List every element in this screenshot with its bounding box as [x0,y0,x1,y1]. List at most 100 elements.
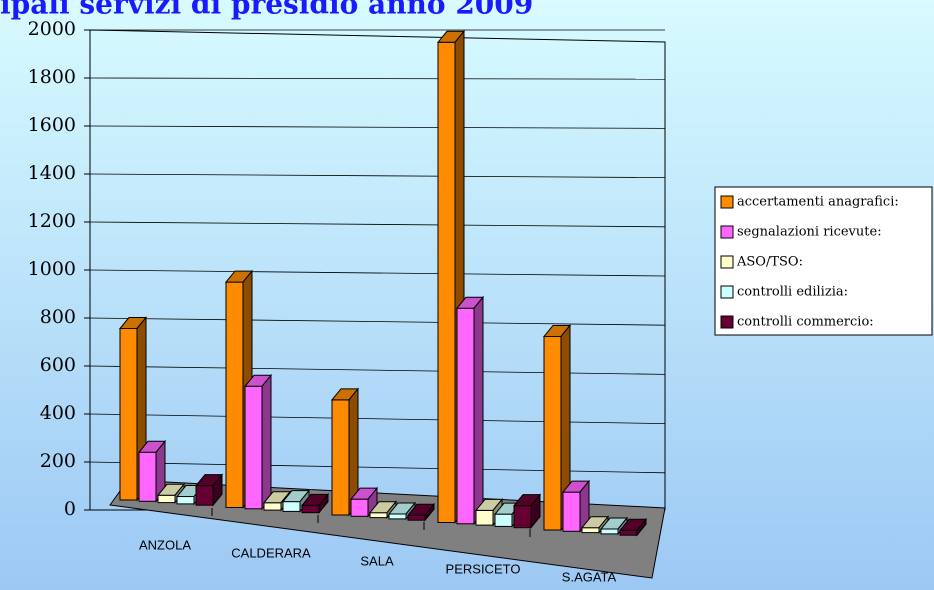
legend-label: controlli commercio: [737,315,874,330]
legend-label: controlli edilizia: [737,285,848,300]
bar [195,485,214,506]
bar-top-shade [302,494,328,506]
bar-shade [349,388,358,515]
bar [388,513,407,520]
x-tick-label: S.AGATA [562,569,617,584]
bar [157,494,176,504]
bar [407,514,426,521]
bar [138,451,157,502]
bar-top-shade [457,297,483,309]
bar-shade [561,325,570,530]
bar-top-shade [226,271,252,283]
bar-top-shade [332,388,358,400]
bar-top-shade [514,494,540,506]
y-tick-label: 1000 [28,258,76,280]
bar-top-shade [370,501,396,513]
bar-top-shade [476,499,502,511]
bar-side [318,492,329,515]
bar [301,504,320,514]
x-tick-label: CALDERARA [231,545,311,560]
legend-box [714,186,933,336]
bar [562,491,581,532]
y-tick-label: 1800 [28,66,76,88]
grid-line [89,317,666,326]
y-tick-label: 400 [40,402,76,424]
y-tick-label: 200 [40,450,76,472]
bar [437,41,456,524]
bar-shade [531,494,540,528]
bar-shade [425,504,434,521]
bar-top-shade [283,490,309,502]
bar [244,385,263,510]
bar [475,509,494,526]
bar [176,496,195,505]
bar-top-shade [620,519,646,531]
bar-top-shade [601,518,627,529]
bar [494,513,513,527]
legend-swatch [720,195,734,209]
bar [581,527,600,534]
bar-shade [637,519,646,536]
bar-top-shade [438,31,464,43]
bar-shade [156,441,165,502]
bar-top-shade [139,441,165,453]
bar-top-shade [245,375,271,387]
bar-side [424,502,435,522]
legend-swatch [720,285,734,299]
grid-line [89,365,666,375]
back-wall [89,29,666,511]
bar [543,335,562,531]
legend-swatch [720,255,734,269]
bar-top-shade [158,484,184,496]
grid-line [89,173,666,178]
bar [331,399,350,516]
bar [456,307,475,525]
bar-top-shade [544,325,570,337]
y-tick-label: 0 [64,498,76,520]
bar-shade [319,494,328,513]
chart-title: ipali servizi di presidio anno 2009 [0,0,533,21]
bar [263,502,282,511]
bar-top-shade [582,516,608,528]
bar-side [530,493,541,530]
x-tick-label: PERSICETO [446,561,521,576]
bar [350,498,369,517]
bar-top-shade [563,481,589,493]
bar [513,505,532,529]
bar-top-shade [196,474,222,486]
grid-line [89,269,666,277]
bar-shade [262,375,271,509]
bar [369,512,388,519]
legend-swatch [720,225,734,239]
bar-shade [474,297,483,524]
bar-shade [368,488,377,517]
y-tick-label: 1200 [28,210,76,232]
y-tick-label: 800 [40,306,76,328]
bar [225,281,244,508]
bar-top-shade [120,317,146,329]
bar-top-shade [408,504,434,516]
legend-swatch [720,315,734,329]
grid-line [89,125,666,129]
bar [600,528,619,535]
grid-line [89,413,666,424]
grid-line [89,77,666,80]
x-tick-label: ANZOLA [139,537,191,552]
grid-line [89,461,666,474]
bar-top-shade [389,503,415,514]
y-tick-label: 2000 [28,18,76,40]
x-tick-label: SALA [360,553,394,568]
bar-side [636,517,647,537]
bar-top-shade [264,491,290,503]
legend-label: segnalazioni ricevute: [737,225,882,240]
legend-label: ASO/TSO: [736,255,803,270]
y-tick-label: 1600 [28,114,76,136]
bar-side [212,473,223,507]
y-tick-label: 600 [40,354,76,376]
y-tick-label: 1400 [28,162,76,184]
bar [282,501,301,512]
bar-top-shade [351,488,377,500]
bar [619,529,638,536]
